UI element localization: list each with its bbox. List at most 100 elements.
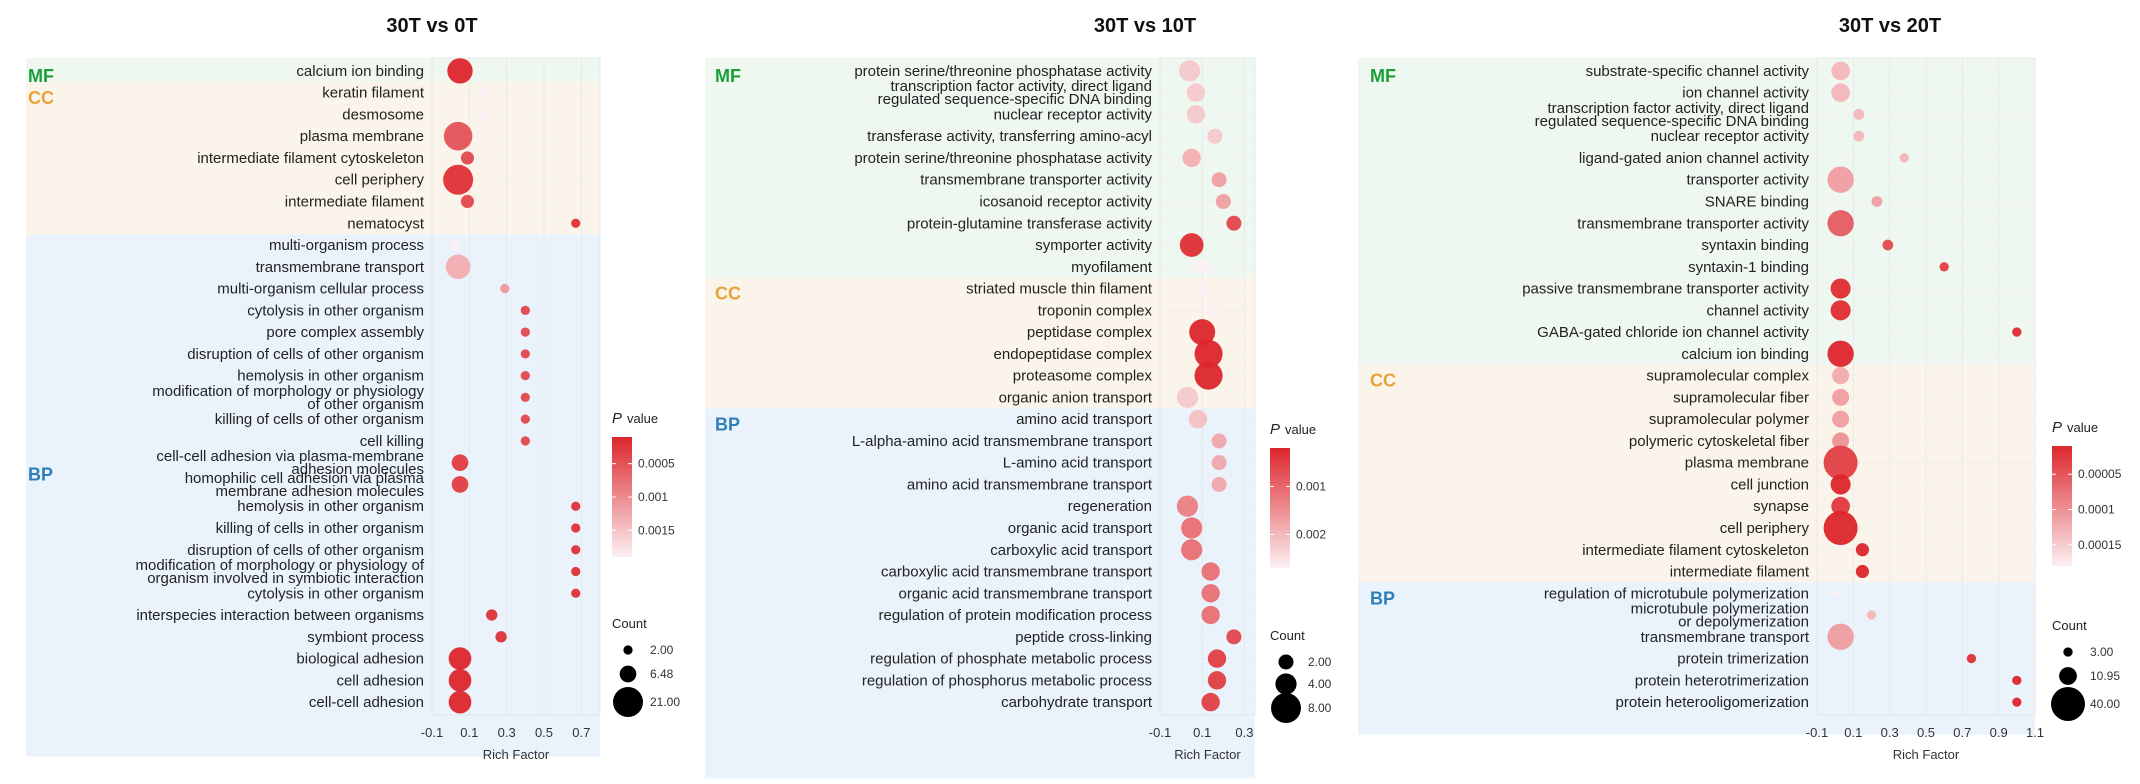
data-point bbox=[1207, 649, 1227, 668]
data-point bbox=[1186, 105, 1206, 124]
data-point bbox=[451, 454, 469, 472]
p-legend-tick-label: 0.002 bbox=[1296, 527, 1326, 541]
term-label: multi-organism cellular process bbox=[217, 281, 424, 298]
data-point bbox=[443, 164, 474, 195]
data-point bbox=[1830, 278, 1851, 299]
term-label: cell-cell adhesion via plasma-membrane ad… bbox=[156, 448, 424, 478]
count-legend-label: 10.95 bbox=[2090, 669, 2120, 683]
data-point bbox=[479, 109, 489, 120]
term-label: substrate-specific channel activity bbox=[1586, 63, 1810, 80]
count-legend-label: 40.00 bbox=[2090, 697, 2120, 711]
count-legend-dot bbox=[1275, 673, 1297, 695]
term-label: transcription factor activity, direct li… bbox=[878, 78, 1152, 108]
data-point bbox=[1178, 60, 1201, 82]
x-tick-label: -0.1 bbox=[421, 725, 443, 740]
term-label: transcription factor activity, direct li… bbox=[1535, 100, 1809, 130]
count-legend-title: Count bbox=[2052, 618, 2087, 633]
term-label: troponin complex bbox=[1038, 302, 1153, 319]
count-legend-label: 2.00 bbox=[650, 643, 674, 657]
data-point bbox=[445, 254, 471, 280]
term-label: plasma membrane bbox=[1685, 455, 1809, 472]
data-point bbox=[2012, 327, 2022, 337]
data-point bbox=[1827, 340, 1854, 368]
term-label: cytolysis in other organism bbox=[247, 585, 424, 602]
data-point bbox=[1831, 589, 1839, 598]
data-point bbox=[1831, 61, 1850, 81]
term-label: passive transmembrane transporter activi… bbox=[1522, 281, 1809, 298]
p-legend-colorbar bbox=[612, 437, 632, 557]
data-point bbox=[495, 631, 507, 643]
term-label: icosanoid receptor activity bbox=[979, 193, 1152, 210]
term-label: transmembrane transporter activity bbox=[920, 172, 1152, 189]
term-label: multi-organism process bbox=[269, 237, 424, 254]
data-point bbox=[479, 88, 489, 98]
data-point bbox=[1823, 510, 1858, 545]
data-point bbox=[1201, 692, 1220, 712]
data-point bbox=[1176, 386, 1199, 408]
term-label: hemolysis in other organism bbox=[237, 368, 424, 385]
term-label: channel activity bbox=[1706, 302, 1809, 319]
term-label: synapse bbox=[1753, 498, 1809, 515]
data-point bbox=[1211, 172, 1227, 188]
count-legend-label: 6.48 bbox=[650, 667, 674, 681]
panel-2: MF CC BP protein serine/threonine phosphata… bbox=[705, 15, 1332, 779]
group-label-mf: MF bbox=[28, 66, 54, 86]
term-label: endopeptidase complex bbox=[994, 346, 1153, 363]
term-label: protein serine/threonine phosphatase act… bbox=[854, 63, 1152, 80]
term-label: disruption of cells of other organism bbox=[187, 346, 424, 363]
x-tick-label: 0.9 bbox=[1990, 725, 2008, 740]
term-label: peptidase complex bbox=[1027, 324, 1153, 341]
data-point bbox=[1866, 610, 1877, 620]
term-label: transferase activity, transferring amino… bbox=[867, 128, 1152, 145]
data-point bbox=[1853, 109, 1865, 120]
x-axis-label: Rich Factor bbox=[1174, 747, 1241, 762]
data-point bbox=[1211, 476, 1227, 492]
term-label: modification of morphology or physiology… bbox=[136, 557, 425, 587]
p-legend-tick-label: 0.0005 bbox=[638, 457, 675, 471]
data-point bbox=[1882, 239, 1894, 251]
term-label: intermediate filament bbox=[1670, 564, 1810, 581]
term-label: protein-glutamine transferase activity bbox=[907, 215, 1153, 232]
data-point bbox=[448, 669, 472, 692]
data-point bbox=[1831, 83, 1850, 102]
count-legend-dot bbox=[613, 687, 643, 717]
data-point bbox=[1899, 153, 1909, 163]
term-label: organic anion transport bbox=[999, 389, 1153, 406]
data-point bbox=[500, 283, 510, 294]
count-legend-dot bbox=[2059, 667, 2077, 685]
term-label: calcium ion binding bbox=[1681, 346, 1809, 363]
term-label: supramolecular polymer bbox=[1649, 411, 1809, 428]
count-legend-label: 8.00 bbox=[1308, 701, 1332, 715]
term-label: cell killing bbox=[360, 433, 424, 450]
group-label-bp: BP bbox=[28, 464, 53, 484]
group-label-bp: BP bbox=[715, 414, 740, 434]
term-label: amino acid transmembrane transport bbox=[907, 476, 1153, 493]
term-label: hemolysis in other organism bbox=[237, 498, 424, 515]
data-point bbox=[1827, 623, 1854, 650]
group-label-cc: CC bbox=[1370, 371, 1396, 391]
count-legend-label: 3.00 bbox=[2090, 645, 2114, 659]
x-tick-label: -0.1 bbox=[1149, 725, 1171, 740]
term-label: polymeric cytoskeletal fiber bbox=[1629, 433, 1809, 450]
data-point bbox=[448, 690, 472, 714]
count-legend-dot bbox=[619, 665, 637, 683]
x-tick-label: 0.1 bbox=[1193, 725, 1211, 740]
data-point bbox=[1211, 433, 1227, 449]
data-point bbox=[1211, 455, 1227, 471]
term-label: syntaxin-1 binding bbox=[1688, 259, 1809, 276]
group-label-bp: BP bbox=[1370, 588, 1395, 608]
term-label: carboxylic acid transmembrane transport bbox=[881, 564, 1153, 581]
data-point bbox=[1832, 388, 1850, 406]
term-label: syntaxin binding bbox=[1701, 237, 1809, 254]
term-label: regulation of protein modification proce… bbox=[879, 607, 1153, 624]
term-label: carbohydrate transport bbox=[1001, 694, 1153, 711]
count-legend-dot bbox=[623, 645, 633, 655]
p-legend-tick-label: 0.0001 bbox=[2078, 503, 2115, 517]
data-point bbox=[1830, 300, 1851, 321]
x-tick-label: 0.1 bbox=[1844, 725, 1862, 740]
p-legend-tick-label: 0.0015 bbox=[638, 523, 675, 537]
data-point bbox=[571, 501, 581, 511]
data-point bbox=[571, 545, 581, 555]
data-point bbox=[1188, 409, 1208, 429]
